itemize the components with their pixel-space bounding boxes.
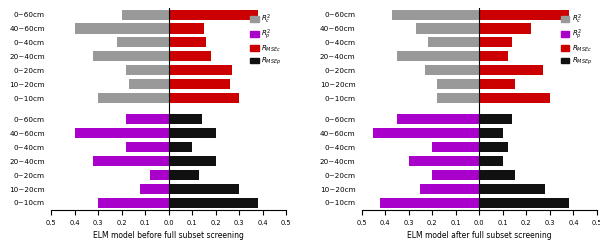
Bar xyxy=(479,170,515,180)
Bar xyxy=(169,10,258,20)
Bar xyxy=(169,38,206,48)
Bar xyxy=(140,184,169,194)
Bar xyxy=(122,10,169,20)
Bar xyxy=(98,93,169,103)
Bar xyxy=(169,24,204,34)
X-axis label: ELM model before full subset screening: ELM model before full subset screening xyxy=(93,231,244,240)
Bar xyxy=(169,142,192,152)
Bar xyxy=(74,128,169,138)
Bar xyxy=(432,142,479,152)
Bar xyxy=(392,10,479,20)
Bar xyxy=(127,114,169,124)
Bar xyxy=(169,114,202,124)
Bar xyxy=(127,142,169,152)
Bar xyxy=(437,79,479,89)
Bar xyxy=(479,198,569,208)
Bar xyxy=(169,128,216,138)
Bar xyxy=(432,170,479,180)
Bar xyxy=(479,38,512,48)
Bar xyxy=(169,184,239,194)
Bar xyxy=(479,79,515,89)
Bar xyxy=(428,38,479,48)
Bar xyxy=(169,79,230,89)
Bar xyxy=(150,170,169,180)
Bar xyxy=(94,52,169,62)
Bar xyxy=(479,24,531,34)
Bar xyxy=(479,52,508,62)
Legend: $R_c^2$, $R_p^2$, $R_{MSEc}$, $R_{MSEp}$: $R_c^2$, $R_p^2$, $R_{MSEc}$, $R_{MSEp}$ xyxy=(249,11,283,68)
Bar xyxy=(479,156,503,166)
Bar xyxy=(479,93,550,103)
Bar xyxy=(98,198,169,208)
Bar xyxy=(169,65,232,76)
Bar xyxy=(409,156,479,166)
Bar xyxy=(127,65,169,76)
Bar xyxy=(169,52,211,62)
Bar xyxy=(380,198,479,208)
Bar xyxy=(397,52,479,62)
Bar xyxy=(128,79,169,89)
Bar xyxy=(117,38,169,48)
Bar xyxy=(169,93,239,103)
Bar xyxy=(169,170,199,180)
Bar xyxy=(397,114,479,124)
X-axis label: ELM model after full subset screening: ELM model after full subset screening xyxy=(407,231,551,240)
Bar xyxy=(373,128,479,138)
Bar xyxy=(169,198,258,208)
Bar xyxy=(479,114,512,124)
Bar xyxy=(425,65,479,76)
Bar xyxy=(74,24,169,34)
Bar xyxy=(479,10,569,20)
Bar xyxy=(169,156,216,166)
Legend: $R_c^2$, $R_p^2$, $R_{MSEc}$, $R_{MSEp}$: $R_c^2$, $R_p^2$, $R_{MSEc}$, $R_{MSEp}$ xyxy=(559,11,593,68)
Bar xyxy=(479,184,545,194)
Bar xyxy=(479,65,543,76)
Bar xyxy=(479,142,508,152)
Bar xyxy=(479,128,503,138)
Bar xyxy=(94,156,169,166)
Bar xyxy=(416,24,479,34)
Bar xyxy=(437,93,479,103)
Bar xyxy=(421,184,479,194)
